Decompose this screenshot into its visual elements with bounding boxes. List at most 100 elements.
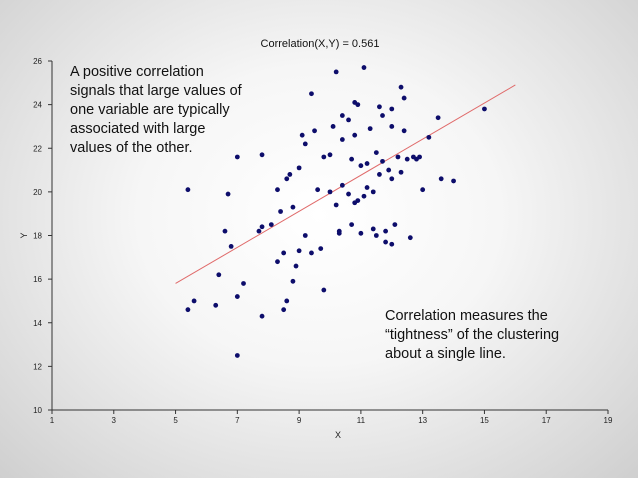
- data-point: [290, 278, 296, 284]
- data-point: [482, 106, 487, 112]
- note-tightness: Correlation measures the “tightness” of …: [385, 308, 560, 362]
- data-point: [330, 124, 336, 129]
- data-point: [234, 294, 240, 299]
- data-point: [321, 154, 327, 160]
- data-point: [395, 154, 401, 160]
- data-point: [392, 222, 398, 227]
- data-point: [398, 169, 404, 175]
- data-point: [302, 233, 308, 238]
- x-tick-label: 17: [542, 416, 551, 425]
- chart-title: Correlation(X,Y) = 0.561: [261, 38, 380, 50]
- y-tick-label: 20: [33, 188, 42, 197]
- data-point: [339, 182, 345, 188]
- data-point: [352, 132, 358, 138]
- x-tick-label: 7: [235, 416, 240, 425]
- data-point: [327, 189, 333, 195]
- y-tick-label: 14: [33, 319, 42, 328]
- y-tick-label: 12: [33, 362, 42, 371]
- data-point: [383, 239, 388, 245]
- data-point: [426, 134, 432, 140]
- data-point: [438, 176, 444, 182]
- data-point: [361, 65, 367, 70]
- data-point: [377, 172, 382, 177]
- data-point: [349, 156, 355, 162]
- data-point: [361, 193, 367, 199]
- y-tick-label: 26: [33, 57, 42, 66]
- data-point: [386, 167, 392, 173]
- data-point: [358, 230, 364, 236]
- data-point: [318, 246, 324, 251]
- x-tick-label: 1: [50, 416, 55, 425]
- data-point: [389, 106, 395, 112]
- x-tick-label: 19: [604, 416, 613, 425]
- x-tick-label: 3: [112, 416, 117, 425]
- data-point: [336, 230, 342, 236]
- data-point: [370, 226, 376, 232]
- data-point: [185, 187, 191, 193]
- data-point: [275, 259, 280, 265]
- data-point: [401, 128, 407, 134]
- data-point: [234, 353, 240, 358]
- x-tick-label: 15: [480, 416, 489, 425]
- data-point: [278, 209, 283, 214]
- data-point: [315, 187, 321, 193]
- data-point: [259, 313, 265, 319]
- note-positive-correlation: A positive correlation signals that larg…: [70, 64, 242, 156]
- data-point: [213, 302, 219, 308]
- data-point: [358, 163, 364, 169]
- data-point: [346, 191, 351, 197]
- regression-line: [175, 84, 516, 284]
- y-axis-label: Y: [19, 232, 29, 238]
- y-tick-label: 24: [33, 101, 42, 110]
- data-point: [339, 113, 345, 118]
- data-point: [296, 165, 302, 171]
- data-point: [370, 189, 376, 195]
- data-point: [309, 250, 314, 256]
- data-point: [339, 137, 345, 142]
- y-tick-label: 16: [33, 275, 42, 284]
- data-point: [284, 298, 290, 304]
- data-point: [404, 156, 410, 162]
- data-point: [234, 154, 240, 160]
- data-point: [435, 115, 441, 121]
- data-point: [302, 141, 308, 147]
- data-point: [268, 222, 274, 227]
- data-point: [364, 185, 370, 190]
- data-point: [420, 187, 426, 193]
- data-point: [327, 152, 333, 158]
- data-point: [321, 287, 327, 293]
- data-point: [290, 204, 296, 210]
- x-axis-label: X: [335, 430, 341, 440]
- data-point: [312, 128, 317, 134]
- data-point: [389, 124, 395, 129]
- y-tick-label: 10: [33, 406, 42, 415]
- data-point: [451, 178, 456, 184]
- data-point: [259, 224, 265, 230]
- data-point: [333, 202, 339, 208]
- y-tick-label: 22: [33, 144, 42, 153]
- data-point: [241, 281, 246, 286]
- data-point: [256, 228, 262, 234]
- data-point: [346, 117, 351, 123]
- data-point: [373, 150, 379, 156]
- data-point: [398, 84, 404, 90]
- data-point: [333, 69, 339, 75]
- data-point: [281, 307, 287, 313]
- data-point: [228, 244, 234, 249]
- data-point: [407, 235, 413, 241]
- data-point: [380, 113, 385, 118]
- data-point: [296, 248, 302, 254]
- x-tick-label: 5: [173, 416, 178, 425]
- data-point: [225, 191, 231, 197]
- data-point: [185, 307, 191, 313]
- data-point: [383, 228, 388, 234]
- data-point: [373, 233, 379, 238]
- data-point: [287, 172, 293, 177]
- data-point: [222, 228, 228, 234]
- x-tick-label: 11: [357, 416, 366, 425]
- data-point: [380, 158, 385, 164]
- x-tick-label: 13: [418, 416, 427, 425]
- data-point: [191, 298, 197, 304]
